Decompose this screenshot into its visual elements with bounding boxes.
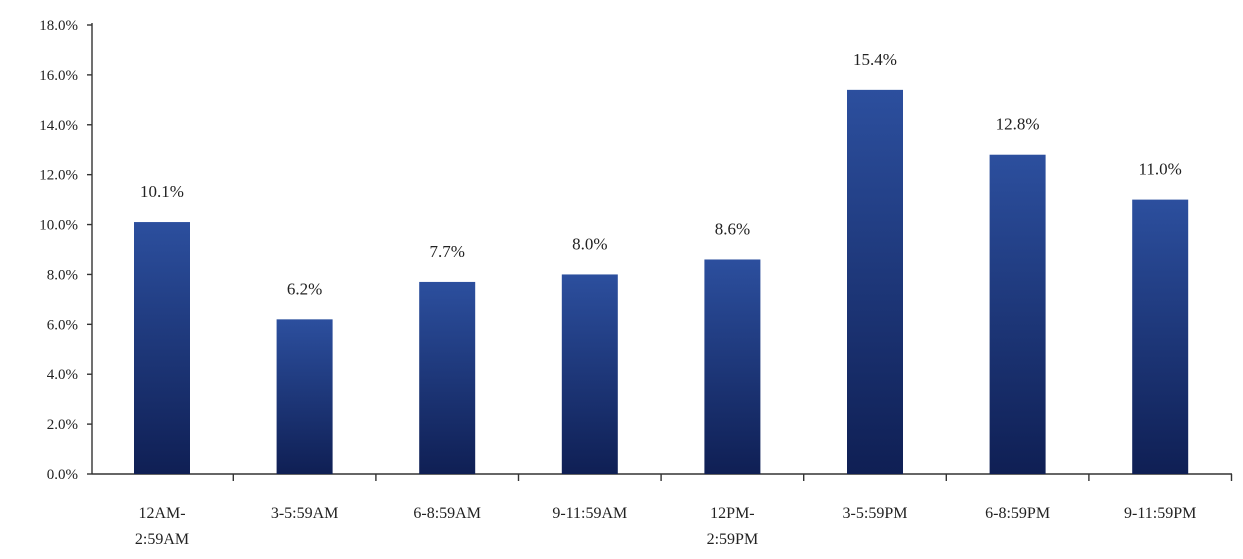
bar — [561, 274, 618, 474]
y-tick-label: 12.0% — [39, 168, 78, 184]
y-tick-label: 16.0% — [39, 68, 78, 84]
data-label: 10.1% — [140, 182, 184, 201]
bar — [134, 222, 190, 474]
y-tick-label: 8.0% — [47, 267, 78, 283]
bar — [1132, 199, 1189, 474]
x-tick-label: 9-11:59AM — [552, 505, 627, 522]
y-axis: 0.0% 2.0% 4.0% 6.0% 8.0% 10.0% 12.0% 14.0% 16.0%… — [39, 18, 93, 483]
x-tick-label: 6-8:59PM — [985, 505, 1050, 522]
y-tick-label: 6.0% — [47, 317, 78, 333]
x-tick-label: 3-5:59AM — [271, 505, 339, 522]
data-labels: 10.1% 6.2% 7.7% 8.0% 8.6% 15.4% 12.8% 11.0% — [140, 50, 1182, 298]
x-axis: 12AM-2:59AM 3-5:59AM 6-8:59AM 9-11:59AM 12PM… — [92, 473, 1233, 548]
y-tick-label: 0.0% — [47, 467, 78, 483]
bar — [704, 259, 761, 474]
bar — [989, 154, 1046, 474]
y-tick-label: 4.0% — [47, 367, 78, 383]
bar — [276, 319, 333, 474]
x-tick-label: 12PM-2:59PM — [707, 505, 759, 548]
y-tick-label: 2.0% — [47, 417, 78, 433]
data-label: 8.0% — [572, 234, 607, 253]
bar-series — [134, 89, 1189, 474]
bar — [847, 89, 903, 474]
bar — [419, 281, 476, 474]
x-tick-label: 6-8:59AM — [413, 505, 481, 522]
x-tick-label: 3-5:59PM — [843, 505, 908, 522]
y-tick-label: 14.0% — [39, 118, 78, 134]
data-label: 7.7% — [429, 242, 464, 261]
data-label: 15.4% — [853, 50, 897, 69]
x-tick-label: 9-11:59PM — [1124, 505, 1196, 522]
data-label: 6.2% — [287, 279, 322, 298]
data-label: 11.0% — [1139, 160, 1182, 179]
y-tick-label: 18.0% — [39, 18, 78, 34]
x-tick-label: 12AM-2:59AM — [135, 505, 189, 548]
data-label: 12.8% — [996, 115, 1040, 134]
y-tick-label: 10.0% — [39, 218, 78, 234]
data-label: 8.6% — [715, 219, 750, 238]
